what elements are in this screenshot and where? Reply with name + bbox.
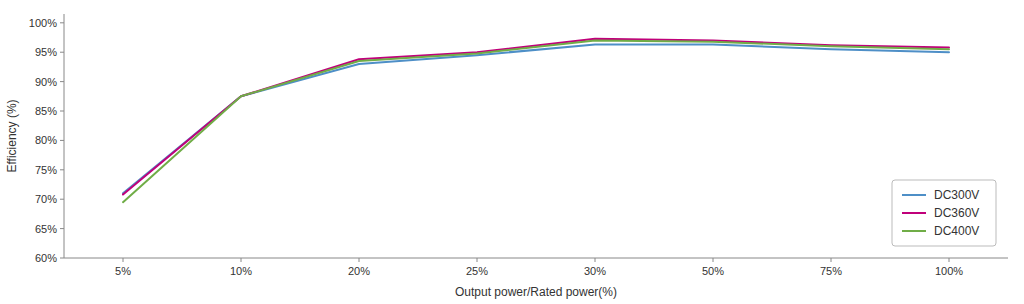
x-tick [123,258,124,262]
y-tick-label: 90% [35,76,57,88]
x-tick-label: 25% [466,265,488,277]
series-line [123,39,949,195]
x-tick [241,258,242,262]
plot-area [123,39,949,202]
x-tick [949,258,950,262]
x-tick-label: 50% [702,265,724,277]
series-line [123,40,949,202]
legend-label: DC300V [934,188,979,202]
y-tick [60,169,64,170]
y-tick-label: 70% [35,193,57,205]
y-tick-label: 60% [35,252,57,264]
y-tick-label: 65% [35,223,57,235]
y-tick-label: 75% [35,164,57,176]
x-tick [359,258,360,262]
y-axis-label: Efficiency (%) [5,99,19,172]
y-tick [60,22,64,23]
x-tick-label: 10% [230,265,252,277]
x-tick [831,258,832,262]
y-tick [60,199,64,200]
x-tick-label: 5% [115,265,131,277]
x-tick [477,258,478,262]
legend-label: DC400V [934,224,979,238]
y-tick [60,111,64,112]
legend-box [892,180,996,246]
x-axis-line [64,258,1008,259]
legend-swatch [902,212,926,214]
x-axis-label: Output power/Rated power(%) [455,285,617,299]
y-tick-label: 80% [35,134,57,146]
x-tick-label: 75% [820,265,842,277]
y-axis-line [64,14,65,258]
chart: 60% 65% 70% 75% 80% 85% 90% 95% 100% 5% 10% 20% 25% 3… [0,0,1024,304]
y-tick [60,228,64,229]
y-tick [60,52,64,53]
y-tick [60,140,64,141]
y-tick [60,81,64,82]
x-tick-label: 30% [584,265,606,277]
y-tick [60,258,64,259]
legend-label: DC360V [934,206,979,220]
y-tick-label: 95% [35,46,57,58]
x-tick [713,258,714,262]
y-tick-label: 85% [35,105,57,117]
y-tick-label: 100% [29,17,57,29]
legend: DC300V DC360V DC400V [892,180,996,246]
legend-swatch [902,194,926,196]
x-tick-label: 20% [348,265,370,277]
series-line [123,45,949,194]
x-tick [595,258,596,262]
legend-swatch [902,230,926,232]
x-tick-label: 100% [935,265,963,277]
